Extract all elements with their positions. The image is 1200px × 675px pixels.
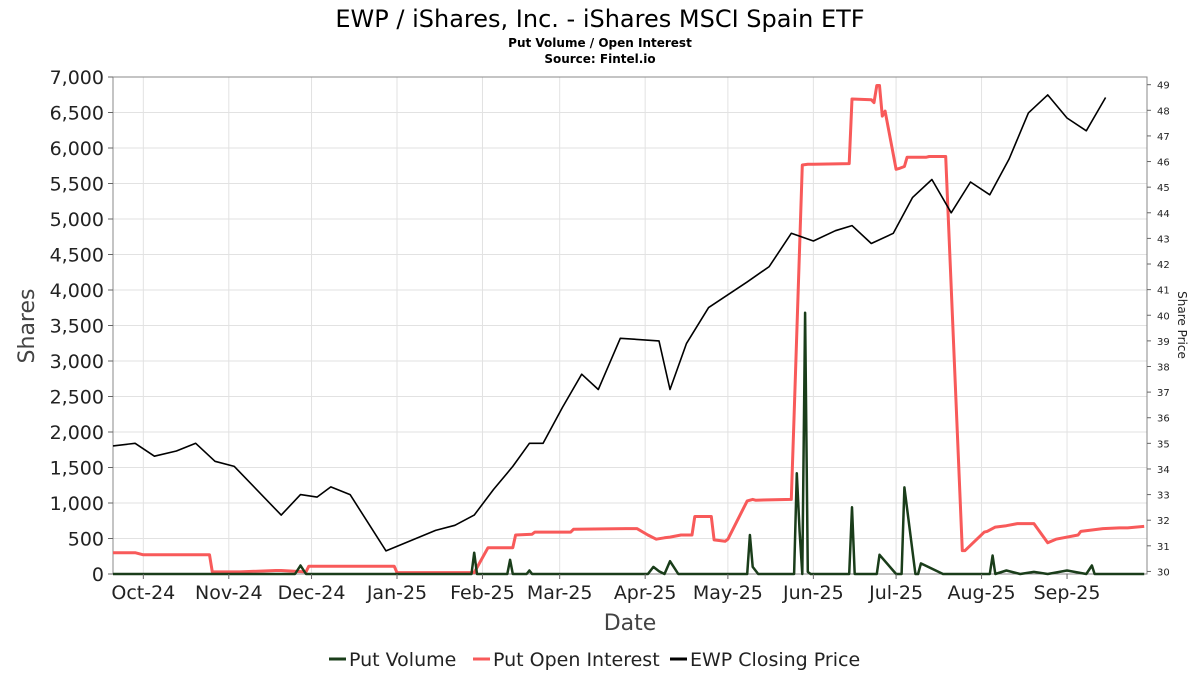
y-tick-label: 5,000: [50, 209, 104, 231]
y-right-tick-label: 35: [1157, 439, 1170, 450]
y-right-tick-label: 49: [1157, 81, 1170, 92]
y-right-tick-label: 47: [1157, 132, 1170, 143]
legend: Put Volume Put Open Interest EWP Closing P…: [329, 649, 860, 671]
x-axis-ticks: Oct-24 Nov-24 Dec-24 Jan-25 Feb-25 Mar-25 Apr-…: [111, 574, 1100, 604]
y-right-tick-label: 31: [1157, 542, 1170, 553]
y-tick-label: 0: [92, 564, 104, 586]
x-tick-label: Oct-24: [111, 582, 175, 604]
series-line-put-open-interest: [113, 84, 1145, 575]
y-tick-label: 2,000: [50, 422, 104, 444]
y-tick-label: 4,000: [50, 280, 104, 302]
x-tick-label: May-25: [693, 582, 763, 604]
y-right-tick-label: 39: [1157, 337, 1170, 348]
y-right-tick-label: 38: [1157, 362, 1170, 373]
legend-label: EWP Closing Price: [690, 649, 860, 671]
chart-title: EWP / iShares, Inc. - iShares MSCI Spain…: [335, 5, 864, 33]
x-tick-label: Mar-25: [527, 582, 593, 604]
y-tick-label: 5,500: [50, 174, 104, 196]
legend-label: Put Volume: [349, 649, 456, 671]
y-right-tick-label: 46: [1157, 158, 1170, 169]
y-tick-label: 6,500: [50, 103, 104, 125]
y-tick-label: 6,000: [50, 138, 104, 160]
x-tick-label: Jan-25: [366, 582, 427, 604]
y-tick-label: 4,500: [50, 245, 104, 267]
y-axis-title-right: Share Price: [1175, 291, 1189, 359]
x-tick-label: Feb-25: [450, 582, 515, 604]
series-line-put-volume: [113, 311, 1145, 576]
y-right-tick-label: 30: [1157, 567, 1170, 578]
y-right-tick-label: 43: [1157, 234, 1170, 245]
y-right-tick-label: 37: [1157, 388, 1170, 399]
series-line-ewp-closing-price: [112, 94, 1107, 552]
y-right-tick-label: 34: [1157, 465, 1170, 476]
legend-label: Put Open Interest: [493, 649, 660, 671]
x-tick-label: Sep-25: [1034, 582, 1101, 604]
y-right-tick-label: 41: [1157, 286, 1170, 297]
chart-source: Source: Fintel.io: [544, 52, 655, 66]
y-right-tick-label: 48: [1157, 106, 1170, 117]
x-tick-label: Jun-25: [782, 582, 844, 604]
y-axis-right-ticks: 30 31 32 33 34 35 36 37 38 39 40 41 42 43 44 45 46 47 48 49: [1147, 81, 1170, 578]
y-right-tick-label: 42: [1157, 260, 1170, 271]
y-tick-label: 3,000: [50, 351, 104, 373]
y-right-tick-label: 40: [1157, 311, 1170, 322]
y-right-tick-label: 44: [1157, 209, 1170, 220]
y-tick-label: 500: [68, 529, 104, 551]
y-right-tick-label: 36: [1157, 414, 1170, 425]
x-tick-label: Nov-24: [195, 582, 263, 604]
grid-lines: [113, 76, 1147, 575]
y-tick-label: 1,000: [50, 493, 104, 515]
x-axis-title: Date: [604, 611, 657, 636]
series-lines: [112, 84, 1145, 576]
y-tick-label: 7,000: [50, 67, 104, 89]
y-right-tick-label: 32: [1157, 516, 1170, 527]
x-tick-label: Jul-25: [868, 582, 923, 604]
y-right-tick-label: 33: [1157, 491, 1170, 502]
y-axis-title-left: Shares: [15, 289, 40, 364]
y-axis-left-ticks: 0 500 1,000 1,500 2,000 2,500 3,000 3,500 4,000 4…: [50, 67, 113, 586]
y-tick-label: 2,500: [50, 387, 104, 409]
x-tick-label: Apr-25: [614, 582, 677, 604]
y-tick-label: 3,500: [50, 316, 104, 338]
chart-subtitle: Put Volume / Open Interest: [508, 36, 692, 50]
x-tick-label: Aug-25: [947, 582, 1015, 604]
x-tick-label: Dec-24: [278, 582, 346, 604]
y-right-tick-label: 45: [1157, 183, 1170, 194]
y-tick-label: 1,500: [50, 458, 104, 480]
